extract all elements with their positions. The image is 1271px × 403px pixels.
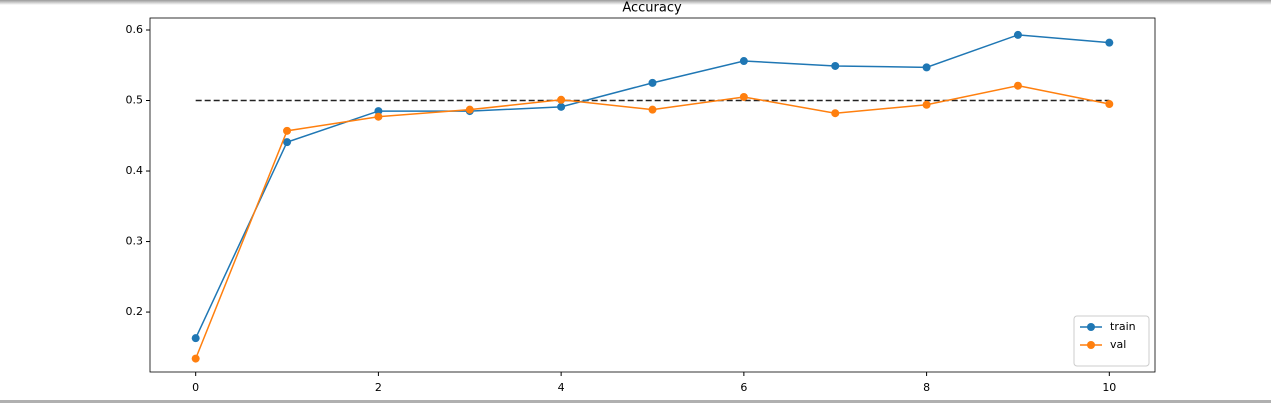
point	[191, 334, 200, 343]
point	[922, 100, 931, 109]
legend-label: val	[1110, 338, 1126, 351]
x-tick-label: 10	[1102, 381, 1116, 394]
point	[1105, 38, 1114, 47]
point	[1105, 100, 1114, 109]
x-tick-label: 4	[558, 381, 565, 394]
point	[191, 354, 200, 363]
point	[374, 107, 383, 116]
point	[648, 105, 657, 114]
window-edge	[0, 400, 1271, 403]
y-tick-label: 0.2	[126, 305, 144, 318]
point	[283, 126, 292, 135]
point	[374, 112, 383, 121]
legend-marker	[1087, 341, 1095, 349]
x-tick-label: 6	[740, 381, 747, 394]
y-tick-label: 0.6	[126, 23, 144, 36]
y-tick-label: 0.4	[126, 164, 144, 177]
plot-frame	[149, 17, 1156, 373]
point	[831, 61, 840, 70]
point	[739, 92, 748, 101]
point	[557, 95, 566, 104]
x-tick-label: 0	[192, 381, 199, 394]
chart-title: Accuracy	[622, 1, 682, 16]
point	[1013, 30, 1022, 39]
point	[465, 105, 474, 114]
y-tick-label: 0.5	[126, 94, 144, 107]
x-tick-label: 8	[923, 381, 930, 394]
point	[648, 78, 657, 87]
y-tick-label: 0.3	[126, 235, 144, 248]
point	[1013, 81, 1022, 90]
point	[283, 138, 292, 147]
point	[831, 109, 840, 118]
point	[557, 102, 566, 111]
x-tick-label: 2	[375, 381, 382, 394]
point	[739, 57, 748, 66]
legend-marker	[1087, 323, 1095, 331]
window-edge	[0, 0, 1271, 5]
legend-label: train	[1110, 320, 1136, 333]
point	[922, 63, 931, 72]
